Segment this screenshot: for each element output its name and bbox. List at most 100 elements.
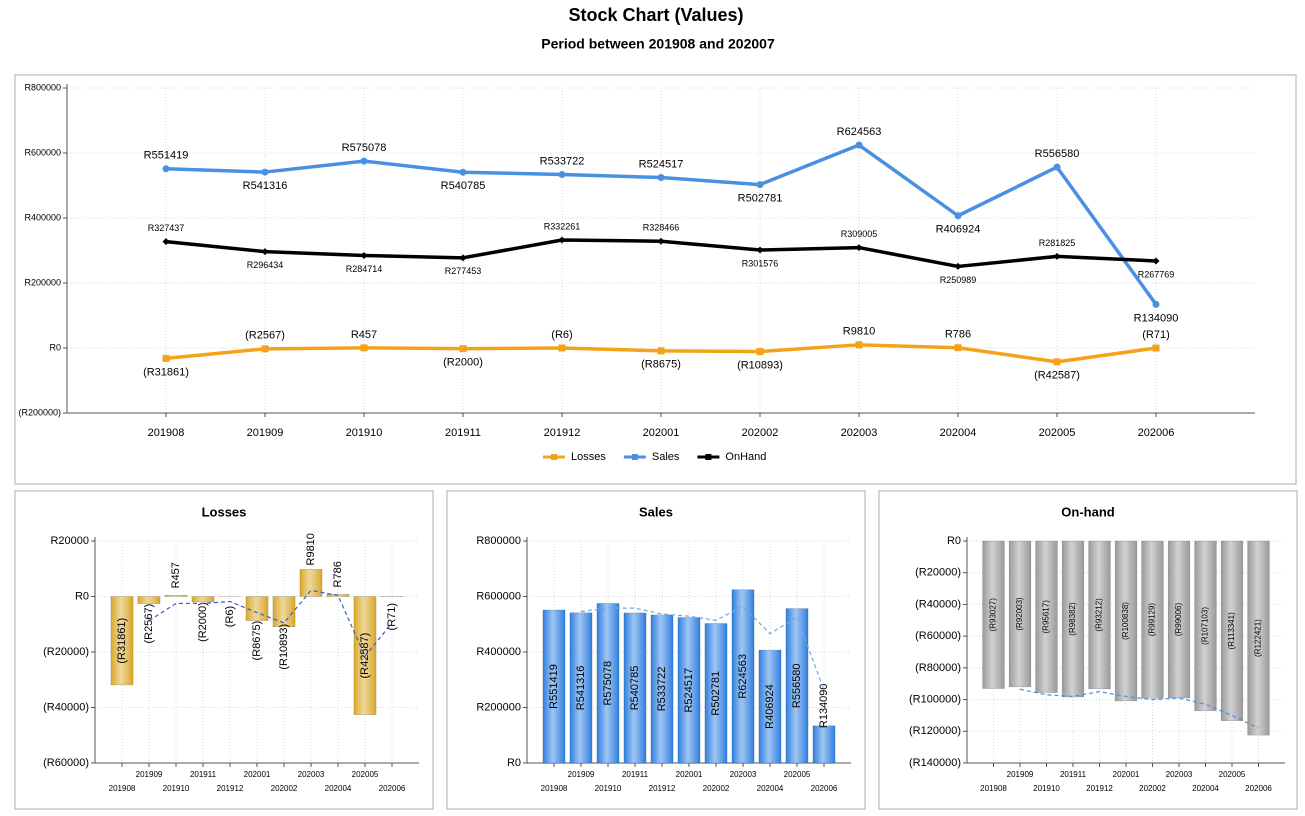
point-marker — [162, 165, 170, 173]
x-tick-label: 202001 — [643, 427, 680, 439]
data-label: R281825 — [1039, 238, 1076, 248]
data-label: R556580 — [1035, 148, 1080, 160]
page-subtitle: Period between 201908 and 202007 — [541, 36, 775, 52]
bar — [191, 596, 215, 603]
x-tick-label: 202002 — [1139, 784, 1166, 793]
point-marker — [657, 174, 665, 182]
trend-line — [1019, 688, 1259, 729]
y-tick-label: (R140000) — [909, 757, 961, 769]
bar — [677, 617, 701, 764]
x-tick-label: 202001 — [1113, 770, 1140, 779]
x-tick-label: 202004 — [940, 427, 977, 439]
data-label: (R93212) — [1095, 598, 1104, 632]
data-label: R309005 — [841, 229, 878, 239]
point-marker — [558, 344, 566, 352]
trend-line — [148, 589, 393, 657]
bar — [812, 725, 836, 764]
data-label: R296434 — [247, 260, 284, 270]
data-label: (R99129) — [1148, 603, 1157, 637]
data-label: (R100838) — [1121, 602, 1130, 640]
bar — [1141, 540, 1164, 699]
y-tick-label: (R20000) — [915, 567, 961, 579]
y-tick-label: (R60000) — [43, 757, 89, 769]
data-label: (R10893) — [737, 359, 783, 371]
bar — [137, 596, 161, 604]
x-tick-label: 201910 — [346, 427, 383, 439]
x-tick-label: 202005 — [1039, 427, 1076, 439]
point-marker — [558, 236, 566, 244]
x-tick-label: 201911 — [1060, 770, 1087, 779]
data-label: R502781 — [738, 193, 783, 205]
y-tick-label: R20000 — [50, 535, 89, 547]
data-label: (R8675) — [641, 359, 681, 371]
point-marker — [261, 168, 269, 176]
data-label: R624563 — [837, 126, 882, 138]
data-label: (R8675) — [251, 621, 263, 661]
data-label: R524517 — [683, 668, 695, 713]
point-marker — [855, 244, 863, 252]
data-label: R624563 — [737, 654, 749, 699]
data-label: R575078 — [342, 142, 387, 154]
data-label: (R6) — [551, 329, 572, 341]
point-marker — [459, 254, 467, 262]
bar — [272, 596, 296, 627]
data-label: R301576 — [742, 258, 779, 268]
x-tick-label: 201911 — [190, 770, 217, 779]
point-marker — [1053, 252, 1061, 260]
x-tick-label: 202006 — [811, 784, 838, 793]
bar — [1008, 540, 1032, 688]
x-tick-label: 201909 — [1007, 770, 1034, 779]
data-label: R327437 — [148, 223, 185, 233]
bar — [1220, 540, 1244, 721]
point-marker — [855, 341, 863, 349]
bar — [704, 623, 728, 764]
data-label: R524517 — [639, 158, 684, 170]
point-marker — [657, 347, 665, 355]
y-tick-label: R0 — [947, 535, 961, 547]
point-marker — [954, 212, 962, 220]
x-tick-label: 202003 — [298, 770, 325, 779]
point-marker — [558, 171, 566, 179]
x-tick-label: 201908 — [109, 784, 136, 793]
data-label: R9810 — [843, 326, 875, 338]
data-label: (R31861) — [116, 618, 128, 664]
x-tick-label: 202005 — [352, 770, 379, 779]
data-label: R134090 — [1134, 312, 1179, 324]
data-label: R556580 — [791, 663, 803, 708]
point-marker — [1152, 300, 1160, 308]
point-marker — [1053, 163, 1061, 171]
x-tick-label: 202006 — [1138, 427, 1175, 439]
x-tick-label: 202003 — [1166, 770, 1193, 779]
bar — [569, 612, 593, 764]
y-tick-label: R800000 — [476, 535, 521, 547]
data-label: (R2000) — [443, 357, 483, 369]
bar — [1114, 540, 1138, 702]
x-tick-label: 202003 — [730, 770, 757, 779]
chart-title: Sales — [639, 504, 673, 519]
x-tick-label: 201912 — [217, 784, 244, 793]
bar — [758, 649, 782, 764]
x-tick-label: 201908 — [980, 784, 1007, 793]
point-marker — [1152, 344, 1160, 352]
x-tick-label: 201912 — [1086, 784, 1113, 793]
x-tick-label: 201911 — [622, 770, 649, 779]
x-tick-label: 202002 — [742, 427, 779, 439]
bar — [650, 614, 674, 764]
data-label: (R99006) — [1174, 602, 1183, 636]
y-tick-label: R400000 — [24, 212, 61, 222]
x-tick-label: 202006 — [1245, 784, 1272, 793]
data-label: R533722 — [540, 155, 585, 167]
data-label: (R10893) — [278, 624, 290, 670]
data-label: (R95617) — [1042, 600, 1051, 634]
point-marker — [459, 345, 467, 353]
legend-label: Losses — [571, 451, 606, 463]
bar — [596, 603, 620, 764]
page-title: Stock Chart (Values) — [568, 5, 743, 25]
data-label: R502781 — [710, 671, 722, 716]
point-marker — [756, 348, 764, 356]
data-label: (R98382) — [1068, 602, 1077, 636]
x-tick-label: 201912 — [544, 427, 581, 439]
bar — [1247, 540, 1270, 736]
x-tick-label: 201910 — [1033, 784, 1060, 793]
